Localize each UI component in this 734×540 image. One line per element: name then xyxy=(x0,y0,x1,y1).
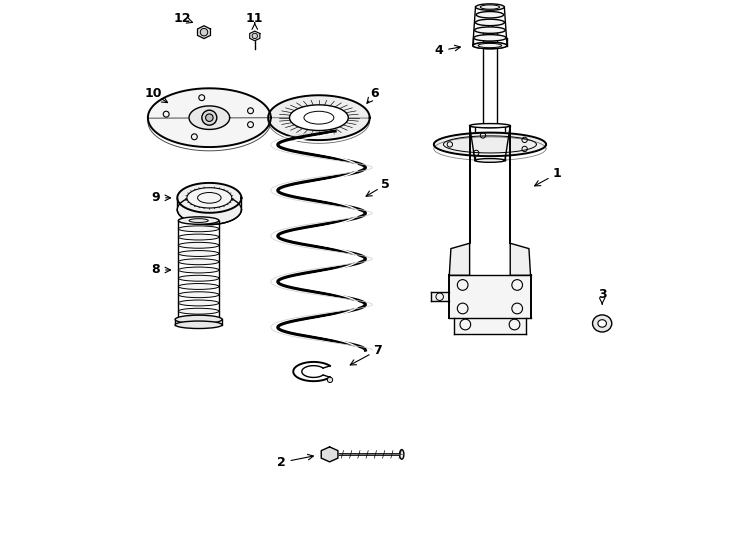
Polygon shape xyxy=(431,293,449,301)
Text: 12: 12 xyxy=(174,12,192,25)
Ellipse shape xyxy=(178,251,219,256)
Ellipse shape xyxy=(175,315,222,323)
Ellipse shape xyxy=(178,316,219,322)
Circle shape xyxy=(206,114,213,122)
Circle shape xyxy=(202,110,217,125)
Polygon shape xyxy=(449,275,531,318)
Ellipse shape xyxy=(399,450,404,459)
Ellipse shape xyxy=(476,19,504,26)
Text: 7: 7 xyxy=(374,343,382,356)
Text: 10: 10 xyxy=(145,87,162,100)
Circle shape xyxy=(200,29,208,36)
Polygon shape xyxy=(510,244,531,275)
Polygon shape xyxy=(197,26,211,38)
Circle shape xyxy=(252,33,258,38)
Ellipse shape xyxy=(178,300,219,306)
Ellipse shape xyxy=(178,218,219,224)
Text: 8: 8 xyxy=(152,264,160,276)
Ellipse shape xyxy=(178,217,219,224)
Text: 11: 11 xyxy=(246,12,264,25)
Ellipse shape xyxy=(178,194,241,225)
Text: 5: 5 xyxy=(382,178,390,191)
Text: 6: 6 xyxy=(371,87,379,100)
Ellipse shape xyxy=(473,42,507,49)
Text: 4: 4 xyxy=(435,44,443,57)
Polygon shape xyxy=(449,244,470,275)
Ellipse shape xyxy=(178,284,219,289)
Ellipse shape xyxy=(178,234,219,240)
Ellipse shape xyxy=(470,124,510,128)
Text: 2: 2 xyxy=(277,456,286,469)
Polygon shape xyxy=(178,183,241,213)
Ellipse shape xyxy=(187,188,232,208)
Polygon shape xyxy=(268,95,370,140)
Ellipse shape xyxy=(476,11,504,18)
Ellipse shape xyxy=(592,315,611,332)
Ellipse shape xyxy=(178,292,219,298)
Ellipse shape xyxy=(178,267,219,273)
Ellipse shape xyxy=(178,226,219,232)
Circle shape xyxy=(327,377,333,382)
Ellipse shape xyxy=(474,27,505,33)
Ellipse shape xyxy=(473,42,507,49)
Text: 3: 3 xyxy=(598,287,606,301)
Text: 9: 9 xyxy=(152,191,160,204)
Polygon shape xyxy=(148,88,271,147)
Ellipse shape xyxy=(178,259,219,265)
Polygon shape xyxy=(189,106,230,130)
Polygon shape xyxy=(454,318,526,334)
Ellipse shape xyxy=(598,320,606,327)
Ellipse shape xyxy=(476,4,504,10)
Ellipse shape xyxy=(475,159,505,163)
Ellipse shape xyxy=(178,242,219,248)
Polygon shape xyxy=(434,133,546,156)
Ellipse shape xyxy=(473,35,506,41)
Polygon shape xyxy=(321,447,338,462)
Text: 1: 1 xyxy=(553,167,561,180)
Ellipse shape xyxy=(178,308,219,314)
Ellipse shape xyxy=(175,321,222,328)
Ellipse shape xyxy=(289,105,349,131)
Polygon shape xyxy=(250,31,260,40)
Ellipse shape xyxy=(178,275,219,281)
Ellipse shape xyxy=(475,124,505,127)
